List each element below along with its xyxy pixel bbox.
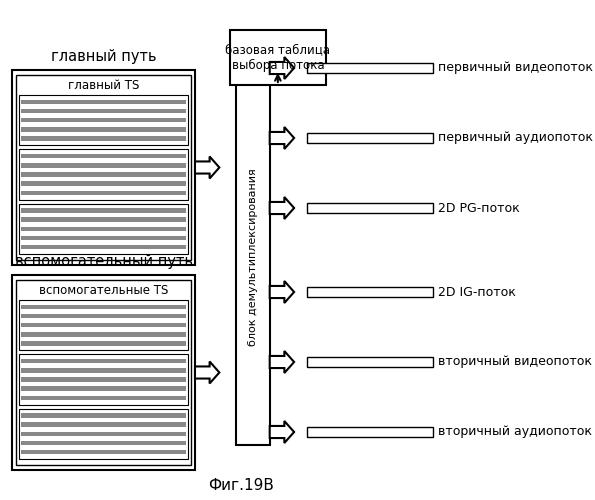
Polygon shape [195, 362, 220, 384]
Bar [21, 163, 186, 168]
Bar [21, 377, 186, 382]
Bar [236, 70, 270, 445]
Bar [20, 95, 187, 146]
Bar [307, 427, 433, 437]
Bar [21, 413, 186, 418]
Polygon shape [270, 351, 294, 373]
Bar [21, 108, 186, 114]
Bar [21, 450, 186, 454]
Polygon shape [270, 421, 294, 443]
Bar [21, 172, 186, 177]
Bar [21, 440, 186, 446]
Bar [12, 70, 195, 265]
Bar [307, 287, 433, 297]
Bar [21, 368, 186, 372]
Bar [21, 359, 186, 364]
Bar [21, 208, 186, 213]
Bar [21, 341, 186, 346]
Text: первичный видеопоток: первичный видеопоток [438, 62, 593, 74]
Text: первичный аудиопоток: первичный аудиопоток [438, 132, 593, 144]
Text: вспомогательные TS: вспомогательные TS [39, 284, 168, 297]
Bar [12, 275, 195, 470]
Bar [21, 190, 186, 195]
Bar [21, 304, 186, 309]
Bar [21, 245, 186, 250]
Bar [21, 332, 186, 336]
Bar [21, 226, 186, 231]
Bar [20, 204, 187, 254]
Bar [230, 30, 326, 85]
Bar [307, 357, 433, 367]
Bar [16, 75, 191, 260]
Bar [20, 300, 187, 350]
Bar [21, 154, 186, 158]
Bar [16, 280, 191, 465]
Bar [21, 118, 186, 122]
Bar [21, 236, 186, 240]
Text: главный TS: главный TS [68, 79, 139, 92]
Text: вспомогательный путь: вспомогательный путь [15, 254, 193, 269]
Bar [21, 422, 186, 427]
Bar [21, 432, 186, 436]
Text: блок демультиплексирования: блок демультиплексирования [248, 168, 258, 346]
Text: вторичный видеопоток: вторичный видеопоток [438, 356, 592, 368]
Bar [21, 314, 186, 318]
Text: 2D IG-поток: 2D IG-поток [438, 286, 516, 298]
Bar [21, 100, 186, 104]
Text: главный путь: главный путь [51, 49, 156, 64]
Text: Фиг.19B: Фиг.19B [208, 478, 274, 494]
Bar [307, 63, 433, 73]
Text: базовая таблица
выбора потока: базовая таблица выбора потока [226, 43, 330, 72]
Bar [21, 182, 186, 186]
Text: 2D PG-поток: 2D PG-поток [438, 202, 519, 214]
Bar [21, 396, 186, 400]
Bar [21, 386, 186, 391]
Bar [21, 136, 186, 141]
Bar [20, 354, 187, 405]
Polygon shape [270, 281, 294, 303]
Bar [20, 150, 187, 200]
Polygon shape [195, 156, 220, 178]
Bar [307, 133, 433, 143]
Bar [21, 323, 186, 328]
Bar [21, 218, 186, 222]
Bar [21, 127, 186, 132]
Polygon shape [270, 57, 294, 79]
Polygon shape [270, 197, 294, 219]
Bar [20, 408, 187, 459]
Polygon shape [270, 127, 294, 149]
Bar [307, 203, 433, 213]
Text: вторичный аудиопоток: вторичный аудиопоток [438, 426, 592, 438]
